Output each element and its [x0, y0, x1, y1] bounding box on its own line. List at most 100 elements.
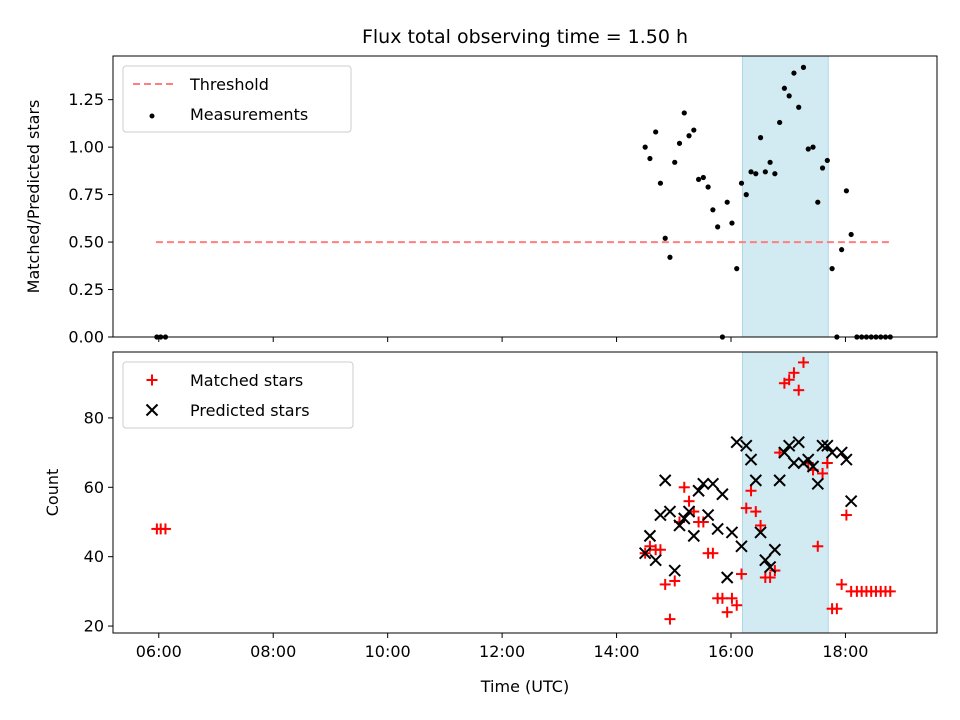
cross-stroke — [706, 477, 720, 491]
count-y-tick-label: 80 — [84, 408, 104, 427]
count-legend: Matched stars Predicted stars — [122, 361, 354, 429]
matched-star-point — [764, 571, 776, 583]
cross-stroke — [711, 522, 724, 536]
predicted-star-point — [782, 439, 796, 452]
measurements-legend-swatch — [149, 113, 155, 119]
cross-stroke — [740, 439, 753, 452]
measurement-point — [647, 155, 653, 162]
matched-star-point — [788, 367, 800, 379]
predicted-star-point — [749, 474, 763, 487]
measurement-point — [772, 171, 778, 177]
x-tick-label: 06:00 — [136, 642, 182, 661]
cross-stroke — [643, 529, 657, 543]
predicted-star-point — [802, 453, 815, 466]
matched-star-point — [740, 502, 752, 514]
count-y-tick-label: 20 — [84, 617, 104, 636]
predicted-star-point — [825, 446, 839, 459]
count-y-tick-label: 40 — [84, 547, 104, 566]
measurement-point — [729, 220, 735, 226]
cross-stroke — [768, 543, 782, 556]
measurement-point — [781, 85, 788, 91]
matched-star-point — [812, 540, 824, 552]
predicted-star-point — [720, 571, 734, 584]
matched-star-point — [793, 384, 805, 396]
cross-stroke — [658, 474, 672, 487]
predicted-star-point — [840, 453, 853, 466]
cross-stroke — [744, 453, 758, 466]
count-panel: 20 40 60 80 06:00 08:00 10:00 12:00 14:00 16:00 1… — [43, 351, 938, 696]
measurement-point — [810, 144, 816, 150]
x-tick-label: 18:00 — [822, 642, 868, 661]
x-tick-label: 16:00 — [708, 642, 754, 661]
observing-window — [741, 55, 829, 338]
matched-star-point — [745, 485, 757, 497]
matched-star-point — [797, 356, 809, 368]
cross-stroke — [638, 547, 652, 560]
ratio-y-tick-label: 0.00 — [68, 328, 104, 347]
matched-star-point — [750, 506, 762, 518]
matched-star-point — [721, 606, 733, 618]
matched-star-point — [783, 374, 795, 386]
cross-stroke — [735, 540, 748, 553]
cross-stroke — [678, 512, 691, 525]
matched-star-point — [755, 519, 767, 531]
cross-stroke — [763, 560, 777, 574]
count-y-axis-label: Count — [43, 469, 62, 517]
count-y-tick-label: 60 — [84, 478, 104, 497]
cross-stroke — [802, 453, 815, 466]
cross-stroke — [668, 564, 681, 577]
measurement-point — [657, 180, 664, 186]
matched-star-point — [831, 603, 843, 615]
matched-star-point — [644, 540, 656, 552]
cross-stroke — [782, 439, 796, 452]
measurement-point — [724, 199, 730, 205]
cross-stroke — [701, 508, 715, 522]
measurement-point — [767, 159, 773, 165]
cross-stroke — [844, 494, 858, 508]
measurement-point — [800, 64, 807, 70]
legend-box — [122, 361, 354, 429]
matched-marker — [146, 374, 158, 386]
measurement-point — [681, 110, 687, 116]
predicted-star-point — [821, 439, 834, 452]
x-tick-label: 14:00 — [594, 642, 640, 661]
predicted-star-point — [792, 435, 805, 449]
matched-star-point — [664, 613, 676, 625]
predicted-star-point — [730, 435, 743, 449]
predicted-star-point — [811, 477, 824, 491]
cross-stroke — [840, 453, 853, 466]
measurement-point — [642, 144, 648, 150]
x-tick-label: 10:00 — [365, 642, 411, 661]
x-tick-label: 12:00 — [479, 642, 525, 661]
matched-legend-swatch — [146, 374, 158, 386]
cross-stroke — [835, 446, 848, 459]
ratio-y-tick-label: 1.00 — [68, 138, 104, 157]
measurement-point — [653, 129, 659, 135]
threshold-legend-label: Threshold — [189, 75, 269, 94]
measurement-point — [676, 140, 683, 146]
predicted-star-point — [806, 460, 820, 473]
predicted-star-point — [787, 456, 801, 470]
measurement-point — [743, 192, 749, 198]
cross-stroke — [663, 505, 677, 518]
measurement-point — [824, 157, 830, 164]
measurement-point — [662, 235, 668, 241]
matched-star-point — [840, 509, 852, 521]
measurement-point — [672, 159, 678, 165]
predicted-star-point — [649, 553, 662, 567]
measurement-point — [691, 127, 697, 133]
matched-star-point — [726, 592, 738, 604]
measurement-point — [791, 70, 797, 76]
x-axis-label: Time (UTC) — [480, 677, 569, 696]
cross-stroke — [716, 488, 729, 501]
ratio-legend: Threshold Measurements — [122, 65, 352, 133]
predicted-star-point — [701, 508, 715, 522]
matched-star-point — [707, 547, 719, 559]
predicted-star-point — [740, 439, 753, 452]
measurement-point — [710, 207, 716, 213]
measurement-point — [715, 224, 721, 230]
measurements-legend-label: Measurements — [190, 105, 308, 124]
measurement-point — [757, 135, 764, 141]
predicted-star-point — [716, 488, 729, 501]
